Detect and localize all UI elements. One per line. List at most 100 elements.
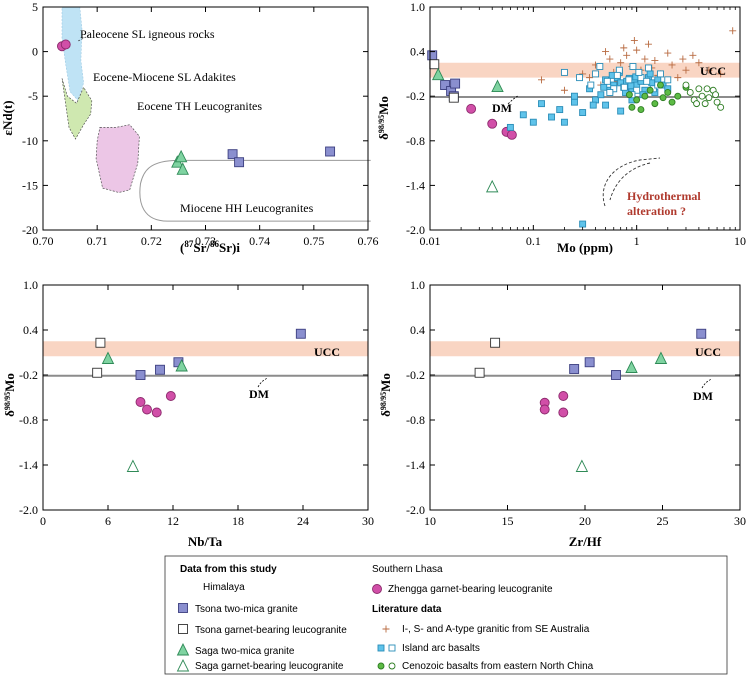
p1-point-tsona-two-mica	[325, 146, 336, 157]
p4-ucc-band	[430, 341, 740, 357]
p2-hydro-label-1: Hydrothermal	[627, 189, 701, 203]
p2-point-cenozoic-filled	[668, 98, 676, 106]
p4-axes: 10 15 20 25 30 1.0 0.4 -0.2 -0.8 -1.4 -2.0	[406, 278, 746, 528]
p2-point-i-s-a-granitic	[695, 59, 703, 67]
panel-nb-ta: 0 6 12 18 24 301.00.4-0.2-0.8-1.4-2.0 UCC DM …	[2, 278, 374, 549]
p2-xtick-label: 0.1	[526, 234, 541, 248]
p2-point-island-arc-filled	[589, 101, 597, 109]
p2-point-cenozoic-filled	[651, 100, 659, 108]
p2-points	[427, 27, 737, 228]
p4-ucc-label: UCC	[695, 345, 721, 359]
p2-axes: 0.01 0.1 1 10 1.0 0.4 -0.2 -0.8 -1.4 -2.0	[406, 0, 746, 248]
p4-point-tsona-two-mica	[696, 328, 707, 339]
p4-point-tsona-garnet	[490, 337, 501, 348]
p2-point-i-s-a-granitic	[674, 74, 682, 82]
p4-point-zhengga	[539, 404, 550, 415]
legend-box	[164, 555, 728, 675]
legend-symbol-zhengga	[372, 584, 382, 594]
p2-point-zhengga	[487, 118, 498, 129]
legend-symbol-island-arc-filled	[377, 644, 385, 652]
p1-ytick-label: -10	[22, 134, 38, 148]
p4-ytick-label: -1.4	[406, 458, 425, 472]
panel-mo-ppm: 0.01 0.1 1 101.00.4-0.2-0.8-1.4-2.0 UCC DM …	[376, 0, 746, 255]
panel-sr-nd: 0.70 0.71 0.72 0.73 0.74 0.75 0.76 5 0 -5 -10 -15 -2…	[0, 0, 379, 255]
p2-point-i-s-a-granitic	[586, 74, 594, 82]
legend-symbols	[176, 584, 396, 672]
p1-xtick-label: 0.70	[33, 234, 54, 248]
p2-xtick-label: 1	[634, 234, 640, 248]
p2-point-island-arc-filled	[556, 106, 564, 114]
legend-symbol-isa-granitic	[382, 625, 390, 633]
p2-point-island-arc-open	[629, 63, 637, 70]
p1-region-miocene-hh	[139, 159, 371, 222]
p2-point-cenozoic-filled	[664, 89, 672, 96]
p2-point-island-arc-open	[625, 76, 633, 84]
p4-point-zhengga	[558, 391, 569, 401]
p3-point-saga-garnet	[126, 459, 140, 472]
p2-point-island-arc-filled	[529, 118, 537, 126]
legend-symbol-saga-two-mica	[176, 642, 190, 656]
p3-point-tsona-garnet	[95, 337, 106, 348]
p2-point-island-arc-open	[643, 77, 651, 85]
p4-xtick-label: 10	[424, 514, 436, 528]
p2-point-island-arc-filled	[602, 101, 610, 109]
p4-ytick-label: -2.0	[406, 503, 425, 517]
p2-point-island-arc-filled	[571, 98, 578, 106]
p2-point-i-s-a-granitic	[679, 55, 687, 63]
p2-ytick-label: 0.4	[410, 45, 425, 59]
p3-ytick-label: -2.0	[19, 503, 38, 517]
p2-point-cenozoic-open	[701, 100, 709, 108]
legend-himalaya-title: Himalaya	[203, 582, 245, 593]
p2-point-i-s-a-granitic	[620, 44, 628, 52]
p2-point-island-arc-filled	[560, 118, 568, 126]
legend-literature-title: Literature data	[372, 604, 442, 615]
p2-point-i-s-a-granitic	[705, 66, 713, 74]
p1-point-zhengga	[60, 39, 71, 50]
legend-saga-two-mica: Saga two-mica granite	[195, 646, 295, 657]
p1-ytick-label: -5	[28, 89, 38, 103]
legend-symbol-tsona-garnet	[178, 624, 188, 634]
p2-point-tsona-garnet	[448, 92, 459, 103]
p4-ytick-label: -0.8	[406, 413, 425, 427]
p2-point-cenozoic-filled	[628, 103, 636, 111]
p1-region-paleocene	[61, 6, 84, 102]
p2-point-island-arc-open	[610, 85, 618, 93]
legend-isa-granitic: I-, S- and A-type granitic from SE Austr…	[402, 624, 590, 635]
p4-point-tsona-garnet	[474, 367, 485, 378]
p3-ytick-label: 0.4	[23, 323, 38, 337]
p2-ytick-label: -0.8	[406, 134, 425, 148]
p2-dm-label: DM	[492, 101, 512, 115]
panel-zr-hf: 10 15 20 25 301.00.4-0.2-0.8-1.4-2.0 UCC DM …	[378, 278, 746, 549]
p2-point-island-arc-filled	[627, 82, 635, 90]
p2-point-island-arc-open	[603, 77, 611, 85]
p2-point-island-arc-open	[664, 76, 672, 84]
p1-ytick-label: -20	[22, 223, 38, 237]
p1-ytick-label: -15	[22, 178, 38, 192]
p2-point-i-s-a-granitic	[617, 59, 625, 67]
p1-xtick-label: 0.71	[87, 234, 108, 248]
p4-dm-arrow	[701, 378, 713, 389]
p2-point-i-s-a-granitic	[641, 55, 649, 63]
p4-ytick-label: 0.4	[410, 323, 425, 337]
p3-point-tsona-garnet	[92, 367, 103, 378]
p2-point-island-arc-open	[635, 68, 643, 76]
p2-point-island-arc-open	[592, 70, 599, 78]
p3-xtick-label: 18	[232, 514, 244, 528]
p4-point-tsona-two-mica	[584, 357, 595, 368]
legend-symbol-cenozoic-open	[388, 662, 396, 670]
p2-point-cenozoic-filled	[641, 92, 649, 100]
p2-ytick-label: -2.0	[406, 223, 425, 237]
p1-point-tsona-two-mica	[234, 157, 245, 168]
p3-point-saga-two-mica	[101, 351, 115, 364]
p1-xtick-label: 0.73	[195, 234, 216, 248]
p2-point-i-s-a-granitic	[623, 51, 631, 59]
p2-point-island-arc-filled	[579, 109, 587, 117]
p2-x-axis-label: Mo (ppm)	[557, 240, 613, 255]
p3-ytick-label: -0.8	[19, 413, 38, 427]
p2-point-zhengga	[466, 103, 477, 114]
p2-point-i-s-a-granitic	[606, 55, 614, 63]
p2-point-i-s-a-granitic	[729, 27, 737, 35]
legend: Data from this study Himalaya Tsona two-…	[164, 555, 728, 675]
p3-dm-arrow	[257, 377, 269, 388]
p3-points	[92, 328, 306, 472]
